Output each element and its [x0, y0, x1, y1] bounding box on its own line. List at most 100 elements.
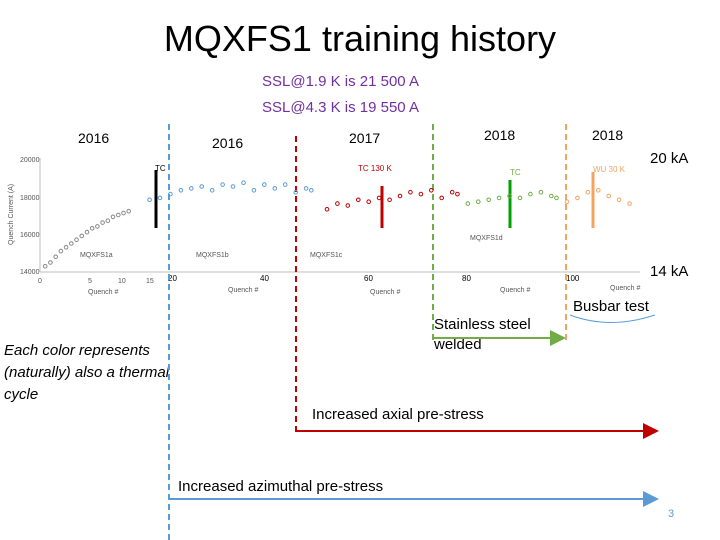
panel-label-tc-2: TC [510, 168, 521, 177]
x-axis-label: Quench # [88, 289, 118, 296]
data-point [439, 195, 445, 201]
x-axis-label: Quench # [500, 287, 530, 294]
data-point [293, 189, 299, 195]
note-azimuthal-prestress: Increased azimuthal pre-stress [178, 478, 384, 495]
data-point [496, 195, 502, 201]
data-point [209, 188, 215, 193]
x-tick-label: 40 [260, 274, 269, 283]
label-14ka: 14 kA [650, 263, 689, 280]
data-point [220, 182, 225, 187]
x-tick-label: 80 [462, 274, 471, 283]
data-point [121, 210, 126, 216]
data-point [42, 264, 48, 269]
data-point [126, 208, 131, 214]
data-point [230, 184, 236, 189]
x-tick-label: 20 [168, 274, 177, 283]
x-tick-label: 15 [146, 278, 154, 285]
panel-label-tc-130k: TC 130 K [358, 164, 392, 173]
y-axis-label: Quench Current (A) [8, 184, 15, 245]
data-point [356, 197, 361, 203]
y-tick-label: 20000 [20, 157, 40, 164]
data-point [366, 199, 372, 204]
data-point [564, 199, 570, 204]
label-20ka: 20 kA [650, 150, 689, 167]
legend-entry: MQXFS1c [310, 252, 343, 259]
legend-entry: MQXFS1a [80, 252, 113, 259]
data-point [303, 186, 309, 191]
data-point [324, 207, 330, 212]
year-label-1: 2016 [78, 130, 110, 146]
year-label-2: 2016 [212, 135, 244, 151]
year-label-5: 2018 [592, 127, 624, 143]
data-point [74, 237, 79, 242]
data-point [538, 189, 544, 195]
data-point [189, 186, 194, 191]
data-points-layer [42, 180, 632, 269]
x-axis-label: Quench # [370, 289, 400, 296]
data-point [606, 193, 612, 199]
data-point [376, 195, 382, 201]
data-point [486, 197, 492, 203]
data-point [95, 224, 100, 229]
data-point [397, 193, 403, 199]
ssl-line-2: SSL@4.3 K is 19 550 A [262, 99, 419, 116]
data-point [585, 189, 591, 195]
data-point [199, 184, 204, 189]
x-tick-label: 0 [38, 278, 42, 285]
data-point [89, 226, 95, 231]
x-tick-label: 5 [88, 278, 92, 285]
data-point [157, 195, 163, 201]
data-point [282, 182, 288, 187]
page-number: 3 [668, 508, 675, 520]
panel-label-tc: TC [155, 164, 166, 173]
x-tick-label: 60 [364, 274, 373, 283]
ssl-line-1: SSL@1.9 K is 21 500 A [262, 73, 419, 90]
data-point [549, 193, 554, 199]
data-point [517, 195, 523, 201]
data-point [408, 189, 413, 195]
data-point [528, 191, 533, 197]
data-point [272, 186, 278, 191]
panel-label-wu-30k: WU 30 K [593, 165, 626, 174]
data-point [105, 218, 111, 223]
x-axis-label: Quench # [228, 287, 258, 294]
data-point [309, 188, 314, 193]
data-point [262, 182, 267, 187]
data-point [48, 260, 53, 265]
year-label-3: 2017 [349, 130, 381, 146]
data-point [345, 203, 351, 208]
x-axis-label: Quench # [610, 285, 640, 292]
data-point [465, 201, 471, 206]
legend-entry: MQXFS1b [196, 252, 229, 259]
data-point [476, 199, 481, 204]
note-axial-prestress: Increased axial pre-stress [312, 406, 484, 423]
note-busbar-test: Busbar test [573, 298, 649, 315]
data-point [429, 188, 434, 193]
data-point [178, 188, 184, 193]
data-point [418, 191, 424, 197]
note-stainless-steel: Stainless steel welded [434, 316, 531, 353]
data-point [147, 197, 152, 203]
y-tick-label: 14000 [20, 269, 40, 276]
y-tick-label: 16000 [20, 232, 40, 239]
data-point [84, 229, 90, 235]
legend-entry: MQXFS1d [470, 235, 503, 242]
data-point [554, 195, 559, 201]
data-point [110, 214, 116, 220]
data-point [627, 201, 632, 206]
data-point [69, 241, 74, 246]
data-point [100, 220, 105, 225]
note-color-cycle: Each color represents (naturally) also a… [4, 342, 170, 403]
data-point [58, 248, 64, 254]
data-point [251, 188, 257, 193]
x-tick-label: 100 [566, 274, 580, 283]
year-label-4: 2018 [484, 127, 516, 143]
data-point [63, 245, 69, 250]
data-point [116, 212, 121, 218]
data-point [335, 201, 340, 206]
data-point [53, 254, 59, 260]
data-point [387, 197, 392, 203]
data-point [241, 180, 246, 185]
busbar-bracket [569, 314, 656, 323]
